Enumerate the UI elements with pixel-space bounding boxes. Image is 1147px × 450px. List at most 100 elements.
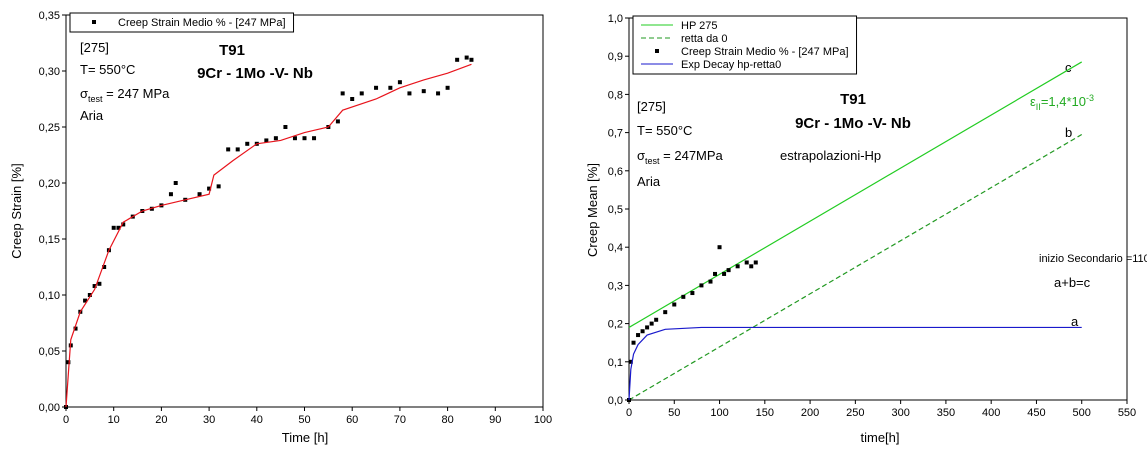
x-tick-label: 100 [534,414,552,426]
data-point [97,281,102,286]
data-point [753,260,758,265]
data-point [388,85,393,90]
x-tick-label: 60 [346,414,358,426]
data-point [245,141,250,146]
annotation: inizio Secondario =110h [1039,253,1147,265]
data-point [464,55,469,60]
data-point [713,271,718,276]
legend-marker [655,49,659,53]
x-tick-label: 500 [1073,407,1091,419]
data-point [207,186,212,191]
subscript: test [88,94,103,104]
data-line [628,133,1083,401]
data-point [92,284,97,289]
y-tick-label: 0,8 [608,89,623,101]
subscript: test [645,156,660,166]
y-tick-label: 0,00 [39,402,60,414]
data-point [87,293,92,297]
plot-frame [628,17,1128,401]
symbol: σ [637,148,645,163]
x-tick-label: 90 [489,414,501,426]
data-point [636,333,641,338]
x-tick-label: 10 [108,414,120,426]
y-tick-label: 0,10 [39,290,60,302]
annotation-text: = 247MPa [660,148,724,163]
superscript: -3 [1086,93,1094,103]
y-tick-label: 0,25 [39,122,60,134]
x-tick-label: 30 [203,414,215,426]
annotation: c [1065,60,1072,75]
data-point [83,298,88,303]
data-point [640,329,645,334]
data-point [699,283,704,288]
annotation: T= 550°C [637,123,692,138]
data-point [350,97,355,101]
annotation-text: =1,4*10 [1041,94,1086,109]
annotation: b [1065,125,1072,140]
chart-title: T91 [840,91,866,108]
annotation: T= 550°C [80,62,135,77]
data-point [690,291,695,296]
annotation: [275] [80,40,109,55]
data-point [73,326,78,331]
data-point [264,138,269,143]
y-tick-label: 0,3 [608,280,623,292]
subscript: II [1036,102,1041,112]
legend-label: Creep Strain Medio % - [247 MPa] [681,46,849,58]
data-point [312,136,317,141]
data-point [273,136,278,141]
x-tick-label: 50 [668,407,680,419]
data-point [469,57,474,62]
x-tick-label: 70 [394,414,406,426]
x-tick-label: 50 [298,414,310,426]
y-tick-label: 0,7 [608,128,623,140]
data-point [407,91,412,96]
y-tick-label: 0,20 [39,178,60,190]
x-tick-label: 250 [846,407,864,419]
data-point [335,119,340,124]
annotation: σtest = 247 MPa [80,86,170,104]
data-point [421,89,426,94]
symbol: ε [1030,94,1036,109]
data-point [111,225,116,230]
annotation: [275] [637,99,666,114]
annotation-text: = 247 MPa [103,86,171,101]
x-tick-label: 150 [756,407,774,419]
legend-marker [92,20,96,24]
legend-label: Creep Strain Medio % - [247 MPa] [118,17,286,29]
annotation: σtest = 247MPa [637,148,724,166]
annotation: Aria [80,108,104,123]
x-tick-label: 450 [1027,407,1045,419]
data-line [65,63,472,408]
annotation: Aria [637,174,661,189]
data-point [397,80,402,85]
y-tick-label: 0,15 [39,234,60,246]
x-tick-label: 80 [441,414,453,426]
data-point [744,260,749,265]
data-point [116,225,121,230]
data-point [173,181,178,185]
data-line [628,326,1082,401]
y-tick-label: 0,4 [608,242,623,254]
x-tick-label: 300 [891,407,909,419]
data-point [168,192,173,197]
y-tick-label: 0,35 [39,10,60,22]
y-tick-label: 0,05 [39,346,60,358]
data-point [445,85,450,90]
data-point [663,310,668,315]
data-point [672,302,677,307]
y-tick-label: 0,5 [608,204,623,216]
data-point [197,192,202,197]
data-point [735,264,740,269]
y-tick-label: 0,30 [39,66,60,78]
x-tick-label: 0 [63,414,69,426]
y-tick-label: 0,6 [608,166,623,178]
y-tick-label: 1,0 [608,13,623,25]
symbol: σ [80,86,88,101]
data-point [216,184,221,189]
x-tick-label: 40 [251,414,263,426]
data-point [121,222,126,227]
x-tick-label: 100 [710,407,728,419]
